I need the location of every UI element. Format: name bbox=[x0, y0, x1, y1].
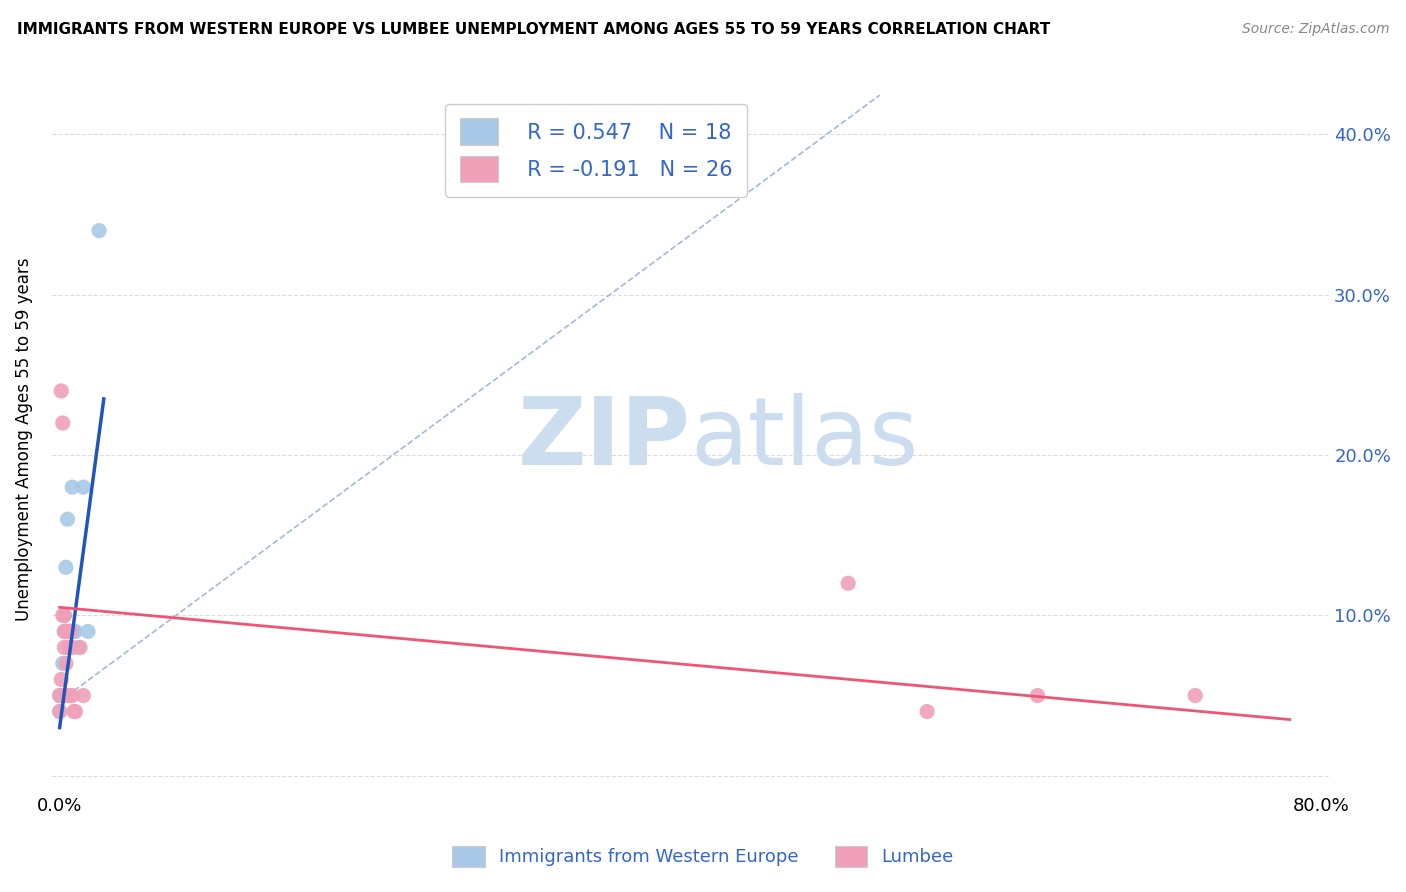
Point bbox=[63, 624, 86, 639]
Point bbox=[87, 224, 110, 238]
Point bbox=[55, 657, 77, 671]
Text: Source: ZipAtlas.com: Source: ZipAtlas.com bbox=[1241, 22, 1389, 37]
Point bbox=[51, 689, 73, 703]
Y-axis label: Unemployment Among Ages 55 to 59 years: Unemployment Among Ages 55 to 59 years bbox=[15, 257, 32, 621]
Point bbox=[53, 608, 76, 623]
Point bbox=[65, 705, 87, 719]
Point bbox=[51, 384, 73, 398]
Point bbox=[53, 640, 76, 655]
Point bbox=[60, 480, 83, 494]
Point bbox=[48, 705, 70, 719]
Point bbox=[63, 705, 86, 719]
Point bbox=[53, 624, 76, 639]
Point bbox=[56, 624, 79, 639]
Point bbox=[1184, 689, 1206, 703]
Point bbox=[77, 624, 100, 639]
Point bbox=[67, 640, 90, 655]
Text: ZIP: ZIP bbox=[517, 393, 690, 485]
Point bbox=[58, 640, 80, 655]
Point bbox=[58, 689, 80, 703]
Point bbox=[56, 512, 79, 526]
Point bbox=[915, 705, 938, 719]
Point bbox=[53, 624, 76, 639]
Point bbox=[60, 689, 83, 703]
Text: atlas: atlas bbox=[690, 393, 918, 485]
Point bbox=[59, 624, 82, 639]
Point bbox=[51, 673, 73, 687]
Point bbox=[55, 624, 77, 639]
Point bbox=[53, 608, 76, 623]
Point bbox=[48, 689, 70, 703]
Point bbox=[72, 480, 94, 494]
Point bbox=[48, 705, 70, 719]
Point bbox=[60, 640, 83, 655]
Point bbox=[65, 624, 87, 639]
Point bbox=[48, 689, 70, 703]
Point bbox=[52, 416, 75, 430]
Legend: Immigrants from Western Europe, Lumbee: Immigrants from Western Europe, Lumbee bbox=[444, 838, 962, 874]
Text: IMMIGRANTS FROM WESTERN EUROPE VS LUMBEE UNEMPLOYMENT AMONG AGES 55 TO 59 YEARS : IMMIGRANTS FROM WESTERN EUROPE VS LUMBEE… bbox=[17, 22, 1050, 37]
Point bbox=[52, 657, 75, 671]
Point bbox=[72, 689, 94, 703]
Point bbox=[58, 624, 80, 639]
Point bbox=[69, 640, 91, 655]
Point bbox=[55, 560, 77, 574]
Legend:   R = 0.547    N = 18,   R = -0.191   N = 26: R = 0.547 N = 18, R = -0.191 N = 26 bbox=[446, 103, 748, 197]
Point bbox=[837, 576, 859, 591]
Point bbox=[59, 624, 82, 639]
Point bbox=[1026, 689, 1049, 703]
Point bbox=[53, 689, 76, 703]
Point bbox=[55, 624, 77, 639]
Point bbox=[52, 608, 75, 623]
